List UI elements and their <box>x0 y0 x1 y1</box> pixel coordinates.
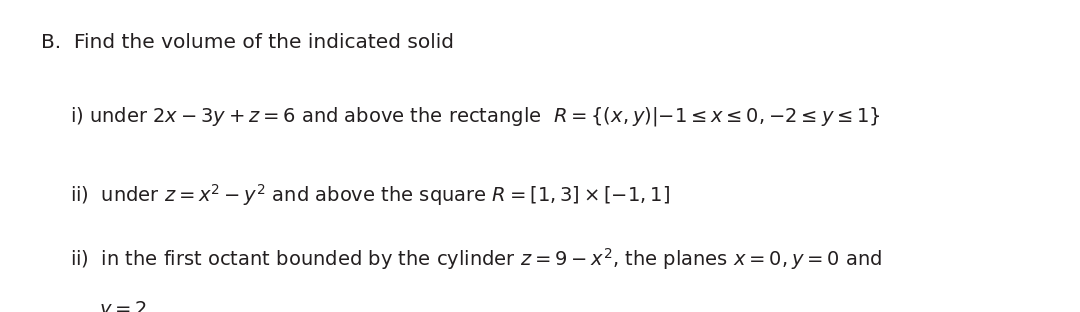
Text: ii)  in the first octant bounded by the cylinder $z = 9 - x^2$, the planes $x = : ii) in the first octant bounded by the c… <box>70 246 882 272</box>
Text: $y = 2.$: $y = 2.$ <box>99 299 153 312</box>
Text: B.  Find the volume of the indicated solid: B. Find the volume of the indicated soli… <box>41 33 454 52</box>
Text: ii)  under $z = x^2 - y^2$ and above the square $R = [1,3] \times [-1,1]$: ii) under $z = x^2 - y^2$ and above the … <box>70 183 671 208</box>
Text: i) under $2x - 3y + z = 6$ and above the rectangle  $R = \{(x, y)|{-1} \leq x \l: i) under $2x - 3y + z = 6$ and above the… <box>70 105 881 128</box>
